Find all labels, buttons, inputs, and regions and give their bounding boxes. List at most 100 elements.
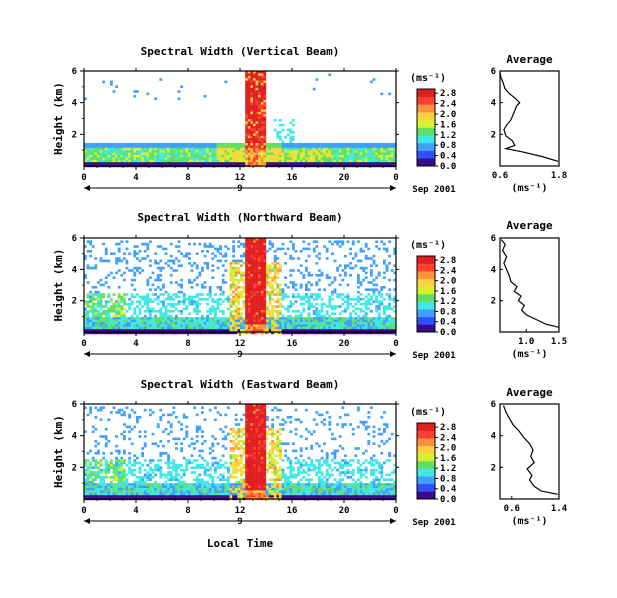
heatmap-cell <box>198 274 202 277</box>
heatmap-cell <box>250 71 254 74</box>
heatmap-cell <box>338 150 342 153</box>
heatmap-cell <box>112 162 116 165</box>
heatmap-cell <box>255 97 259 100</box>
heatmap-cell <box>362 266 365 270</box>
heatmap-cell <box>120 468 124 472</box>
heatmap-cell <box>146 283 150 287</box>
heatmap-cell <box>86 145 90 148</box>
heatmap-cell <box>224 488 228 491</box>
heatmap-cell <box>112 305 116 308</box>
heatmap-cell <box>372 283 376 287</box>
heatmap-cell <box>133 473 137 477</box>
heatmap-cell <box>138 319 142 323</box>
heatmap-cell <box>224 485 228 489</box>
heatmap-cell <box>91 266 95 270</box>
heatmap-cell <box>247 331 251 335</box>
heatmap-cell <box>338 319 342 323</box>
heatmap-cell <box>318 329 321 332</box>
heatmap-cell <box>258 305 261 308</box>
heatmap-cell <box>377 157 381 160</box>
heatmap-cell <box>94 266 98 270</box>
heatmap-cell <box>99 408 103 412</box>
heatmap-cell <box>123 271 126 275</box>
heatmap-cell <box>250 75 254 79</box>
heatmap-cell <box>94 476 98 479</box>
heatmap-cell <box>302 152 306 156</box>
heatmap-cell <box>234 162 238 165</box>
heatmap-cell <box>372 157 376 160</box>
heatmap-cell <box>138 492 142 496</box>
heatmap-cell <box>138 495 142 498</box>
heatmap-cell <box>156 490 160 493</box>
heatmap-cell <box>253 95 256 98</box>
heatmap-cell <box>94 444 98 448</box>
heatmap-cell <box>258 269 261 272</box>
average-y-tick-label: 6 <box>491 67 496 77</box>
heatmap-cell <box>320 317 324 320</box>
heatmap-cell <box>240 483 243 486</box>
heatmap-cell <box>154 492 157 496</box>
heatmap-cell <box>375 326 378 330</box>
heatmap-cell <box>185 326 189 330</box>
heatmap-cell <box>107 476 111 479</box>
heatmap-cell <box>245 80 248 84</box>
heatmap-cell <box>237 307 241 311</box>
heatmap-cell <box>146 293 150 296</box>
heatmap-cell <box>149 162 152 165</box>
heatmap-cell <box>221 312 225 315</box>
heatmap-cell <box>380 331 384 335</box>
heatmap-cell <box>151 432 155 436</box>
heatmap-cell <box>372 300 376 303</box>
heatmap-cell <box>102 293 105 296</box>
heatmap-cell <box>292 310 295 313</box>
heatmap-cell <box>247 147 251 151</box>
heatmap-cell <box>104 312 108 315</box>
colorbar-unit: (ms⁻¹) <box>410 73 446 84</box>
heatmap-cell <box>234 147 238 151</box>
heatmap-cell <box>250 293 254 296</box>
heatmap-cell <box>169 485 173 489</box>
heatmap-cell <box>375 150 378 153</box>
heatmap-cell <box>260 310 264 313</box>
heatmap-cell <box>328 300 332 303</box>
heatmap-cell <box>364 143 368 146</box>
heatmap-cell <box>146 307 150 311</box>
heatmap-cell <box>175 483 178 486</box>
heatmap-cell <box>388 324 391 327</box>
heatmap-cell <box>89 488 92 491</box>
heatmap-cell <box>136 252 139 255</box>
heatmap-cell <box>253 247 256 251</box>
heatmap-cell <box>120 329 124 332</box>
heatmap-cell <box>97 302 100 306</box>
heatmap-cell <box>390 329 394 332</box>
heatmap-cell <box>390 143 394 146</box>
heatmap-cell <box>364 257 368 260</box>
heatmap-cell <box>315 317 319 320</box>
heatmap-cell <box>247 310 251 313</box>
heatmap-cell <box>276 271 280 275</box>
heatmap-cell <box>390 145 394 148</box>
heatmap-cell <box>219 310 222 313</box>
colorbar-segment <box>417 142 435 151</box>
heatmap-cell <box>99 283 103 287</box>
heatmap-cell <box>253 159 256 163</box>
heatmap-cell <box>325 322 329 325</box>
day-marker: 9 <box>237 350 242 360</box>
heatmap-cell <box>117 295 121 299</box>
heatmap-cell <box>164 143 168 146</box>
heatmap-cell <box>247 150 251 153</box>
heatmap-cell <box>258 288 261 291</box>
heatmap-cell <box>169 483 173 486</box>
heatmap-cell <box>227 490 230 493</box>
heatmap-cell <box>289 131 293 134</box>
heatmap-cell <box>258 87 261 91</box>
heatmap-cell <box>146 247 150 251</box>
heatmap-cell <box>136 257 139 260</box>
heatmap-cell <box>198 159 202 163</box>
heatmap-cell <box>175 485 178 489</box>
heatmap-cell <box>344 266 347 270</box>
heatmap-cell <box>279 147 282 151</box>
heatmap-cell <box>263 114 267 117</box>
heatmap-cell <box>297 331 300 335</box>
heatmap-cell <box>250 131 254 134</box>
